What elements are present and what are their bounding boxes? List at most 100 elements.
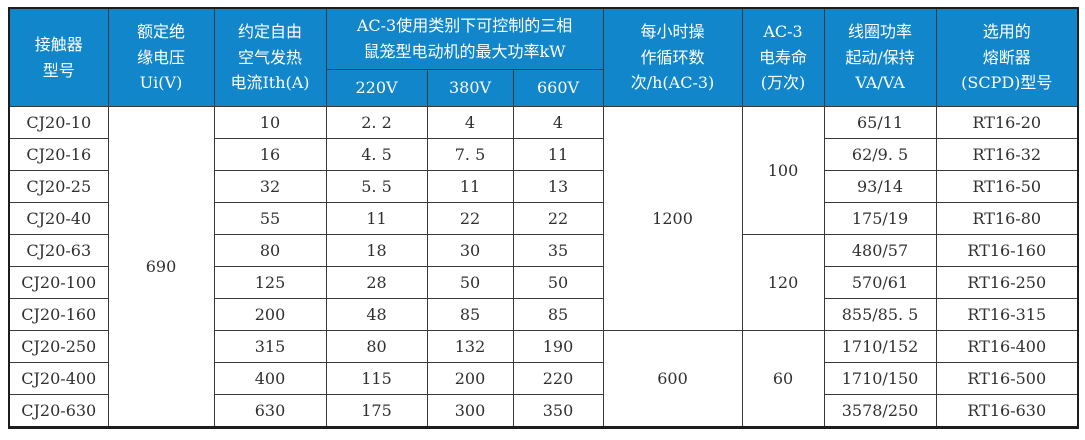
cell-model: CJ20-40: [8, 202, 109, 235]
table-row: CJ20-250 315 80 132 190 600 60 1710/152 …: [8, 330, 1079, 428]
header-contactor-model: 接触器 型号: [8, 7, 109, 107]
cell-power-660v: 85: [512, 298, 604, 331]
header-row-main: 接触器 型号 额定绝 缘电压 Ui(V) 约定自由 空气发热 电流Ith(A) …: [8, 7, 1079, 107]
cell-ith: 630: [213, 394, 327, 428]
cell-power-220v: 18: [325, 234, 428, 267]
table-body: CJ20-10 690 10 2. 2 4 4 1200 100 65/11 R…: [8, 106, 1079, 428]
cell-fuse: RT16-80: [935, 202, 1079, 235]
header-row-voltages: 220V 380V 660V: [9, 69, 1078, 107]
cell-power-380v: 30: [426, 234, 514, 267]
cell-model: CJ20-250: [8, 330, 109, 363]
cell-power-380v: 7. 5: [426, 138, 514, 171]
cell-power-380v: 22: [426, 202, 514, 235]
cell-life-mid: 120: [741, 234, 825, 331]
cell-power-660v: 13: [512, 170, 604, 203]
header-ac3-max-power: AC-3使用类别下可控制的三相 鼠笼型电动机的最大功率kW: [325, 7, 604, 70]
cell-power-220v: 115: [325, 362, 428, 395]
cell-coil-power: 93/14: [823, 170, 937, 203]
cell-power-380v: 132: [426, 330, 514, 363]
cell-fuse: RT16-32: [935, 138, 1079, 171]
cell-ith: 125: [213, 266, 327, 299]
cell-power-660v: 35: [512, 234, 604, 267]
cell-ith: 80: [213, 234, 327, 267]
cell-ith: 10: [213, 106, 327, 139]
cell-fuse: RT16-400: [935, 330, 1079, 363]
header-electrical-life: AC-3 电寿命 (万次): [741, 7, 825, 107]
cell-cycles-bottom: 600: [602, 330, 743, 428]
cell-power-220v: 5. 5: [325, 170, 428, 203]
header-coil-power: 线圈功率 起动/保持 VA/VA: [823, 7, 937, 107]
cell-power-380v: 300: [426, 394, 514, 428]
cell-ith: 32: [213, 170, 327, 203]
table-row: CJ20-25 32 5. 5 11 13 93/14 RT16-50: [8, 170, 1079, 203]
cell-insulation-voltage: 690: [107, 106, 215, 428]
cell-coil-power: 570/61: [823, 266, 937, 299]
cell-power-220v: 175: [325, 394, 428, 428]
cell-fuse: RT16-20: [935, 106, 1079, 139]
cell-life-bottom: 60: [741, 330, 825, 428]
cell-power-660v: 350: [512, 394, 604, 428]
header-insulation-voltage: 额定绝 缘电压 Ui(V): [107, 7, 215, 107]
cell-coil-power: 1710/150: [823, 362, 937, 395]
cell-fuse: RT16-500: [935, 362, 1079, 395]
header-thermal-current: 约定自由 空气发热 电流Ith(A): [213, 7, 327, 107]
cell-power-380v: 200: [426, 362, 514, 395]
table-row: CJ20-16 16 4. 5 7. 5 11 62/9. 5 RT16-32: [8, 138, 1079, 171]
cell-model: CJ20-16: [8, 138, 109, 171]
cell-power-660v: 220: [512, 362, 604, 395]
table-row: CJ20-100 125 28 50 50 570/61 RT16-250: [8, 266, 1079, 299]
cell-model: CJ20-25: [8, 170, 109, 203]
cell-fuse: RT16-160: [935, 234, 1079, 267]
cell-power-380v: 4: [426, 106, 514, 139]
cell-coil-power: 480/57: [823, 234, 937, 267]
cell-power-220v: 2. 2: [325, 106, 428, 139]
cell-power-660v: 190: [512, 330, 604, 363]
header-fuse-type: 选用的 熔断器 (SCPD)型号: [935, 7, 1079, 107]
cell-model: CJ20-630: [8, 394, 109, 428]
cell-fuse: RT16-50: [935, 170, 1079, 203]
cell-coil-power: 1710/152: [823, 330, 937, 363]
cell-ith: 400: [213, 362, 327, 395]
table-row: CJ20-10 690 10 2. 2 4 4 1200 100 65/11 R…: [8, 106, 1079, 428]
cell-fuse: RT16-630: [935, 394, 1079, 428]
table-row: CJ20-63 80 18 30 35 120 480/57 RT16-160: [8, 234, 1079, 331]
contactor-spec-table: 接触器 型号 额定绝 缘电压 Ui(V) 约定自由 空气发热 电流Ith(A) …: [8, 7, 1080, 429]
cell-ith: 16: [213, 138, 327, 171]
cell-model: CJ20-100: [8, 266, 109, 299]
cell-power-660v: 22: [512, 202, 604, 235]
table-header: 接触器 型号 额定绝 缘电压 Ui(V) 约定自由 空气发热 电流Ith(A) …: [8, 7, 1079, 107]
cell-power-660v: 4: [512, 106, 604, 139]
cell-power-660v: 50: [512, 266, 604, 299]
cell-power-380v: 85: [426, 298, 514, 331]
cell-power-660v: 11: [512, 138, 604, 171]
cell-power-220v: 48: [325, 298, 428, 331]
cell-power-380v: 50: [426, 266, 514, 299]
cell-power-220v: 4. 5: [325, 138, 428, 171]
cell-ith: 200: [213, 298, 327, 331]
cell-fuse: RT16-315: [935, 298, 1079, 331]
cell-fuse: RT16-250: [935, 266, 1079, 299]
table-row: CJ20-630 630 175 300 350 3578/250 RT16-6…: [8, 394, 1079, 428]
cell-ith: 315: [213, 330, 327, 363]
cell-model: CJ20-160: [8, 298, 109, 331]
cell-life-top: 100: [741, 106, 825, 235]
cell-coil-power: 855/85. 5: [823, 298, 937, 331]
cell-coil-power: 65/11: [823, 106, 937, 139]
cell-model: CJ20-400: [8, 362, 109, 395]
header-660v: 660V: [512, 69, 604, 107]
cell-power-220v: 11: [325, 202, 428, 235]
cell-model: CJ20-10: [8, 106, 109, 139]
header-cycles-per-hour: 每小时操 作循环数 次/h(AC-3): [602, 7, 743, 107]
header-220v: 220V: [325, 69, 428, 107]
cell-cycles-top: 1200: [602, 106, 743, 331]
cell-ith: 55: [213, 202, 327, 235]
cell-power-220v: 80: [325, 330, 428, 363]
cell-power-220v: 28: [325, 266, 428, 299]
cell-model: CJ20-63: [8, 234, 109, 267]
cell-coil-power: 62/9. 5: [823, 138, 937, 171]
cell-power-380v: 11: [426, 170, 514, 203]
header-380v: 380V: [426, 69, 514, 107]
cell-coil-power: 3578/250: [823, 394, 937, 428]
cell-coil-power: 175/19: [823, 202, 937, 235]
